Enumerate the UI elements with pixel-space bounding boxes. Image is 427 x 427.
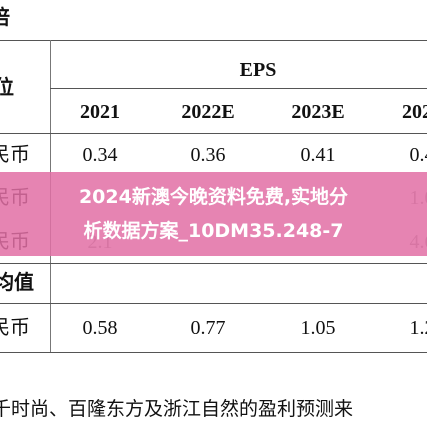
footnote: 千时尚、百隆东方及浙江自然的盈利预测来	[0, 399, 354, 420]
cell: 0.34	[82, 144, 118, 166]
cell: 0.77	[190, 317, 226, 339]
group-header: EPS	[239, 59, 277, 81]
cell: 0.4	[409, 144, 427, 166]
overlay-banner: 2024新澳今晚资料免费,实地分 析数据方案_10DM35.248-7	[0, 172, 427, 256]
column-header: 2021	[80, 101, 120, 123]
rule	[0, 40, 427, 41]
column-header: 2022E	[181, 101, 235, 123]
header-partial: 倍	[0, 6, 10, 30]
rule	[0, 303, 427, 304]
section-label: 均值	[0, 272, 34, 294]
unit-header: 位	[0, 77, 14, 99]
cell: 0.36	[190, 144, 226, 166]
cell: 0.58	[82, 317, 118, 339]
row-label: 民币	[0, 317, 30, 339]
rule	[0, 133, 427, 134]
banner-line: 析数据方案_10DM35.248-7	[83, 220, 344, 242]
column-header: 2024	[402, 101, 427, 123]
column-header: 2023E	[291, 101, 345, 123]
rule	[50, 88, 427, 89]
row-label: 民币	[0, 144, 30, 166]
cell: 1.2	[409, 317, 427, 339]
cell: 1.05	[300, 317, 336, 339]
rule	[0, 352, 427, 353]
rule	[0, 263, 427, 264]
cell: 0.41	[300, 144, 336, 166]
banner-line: 2024新澳今晚资料免费,实地分	[78, 186, 349, 208]
